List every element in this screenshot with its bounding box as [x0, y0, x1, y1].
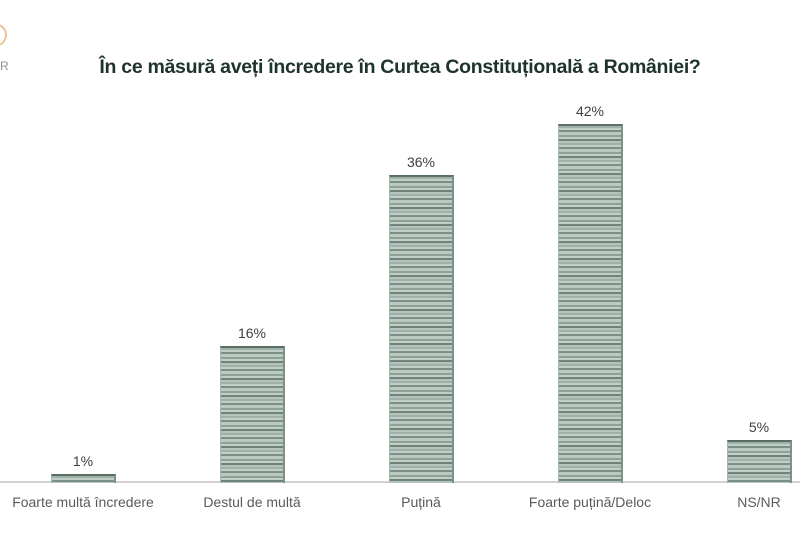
bar	[557, 124, 623, 483]
x-tick-label: Foarte puțină/Deloc	[528, 494, 652, 510]
bar-value-label: 1%	[72, 453, 94, 469]
bar-value-label: 16%	[237, 325, 267, 341]
logo-letter: R	[0, 59, 10, 73]
bar-value-label: 5%	[748, 419, 770, 435]
x-tick-label: Puțină	[401, 494, 441, 510]
bar-value-label: 36%	[406, 154, 436, 170]
bar	[726, 440, 792, 483]
bar-value-label: 42%	[575, 103, 605, 119]
x-tick-label: NS/NR	[737, 494, 781, 510]
logo: R	[0, 0, 40, 90]
bar	[388, 175, 454, 483]
x-tick-label: Foarte multă încredere	[12, 494, 154, 510]
chart-title: În ce măsură aveți încredere în Curtea C…	[99, 56, 701, 78]
x-tick-label: Destul de multă	[203, 494, 301, 510]
bar	[50, 474, 116, 483]
bar	[219, 346, 285, 483]
